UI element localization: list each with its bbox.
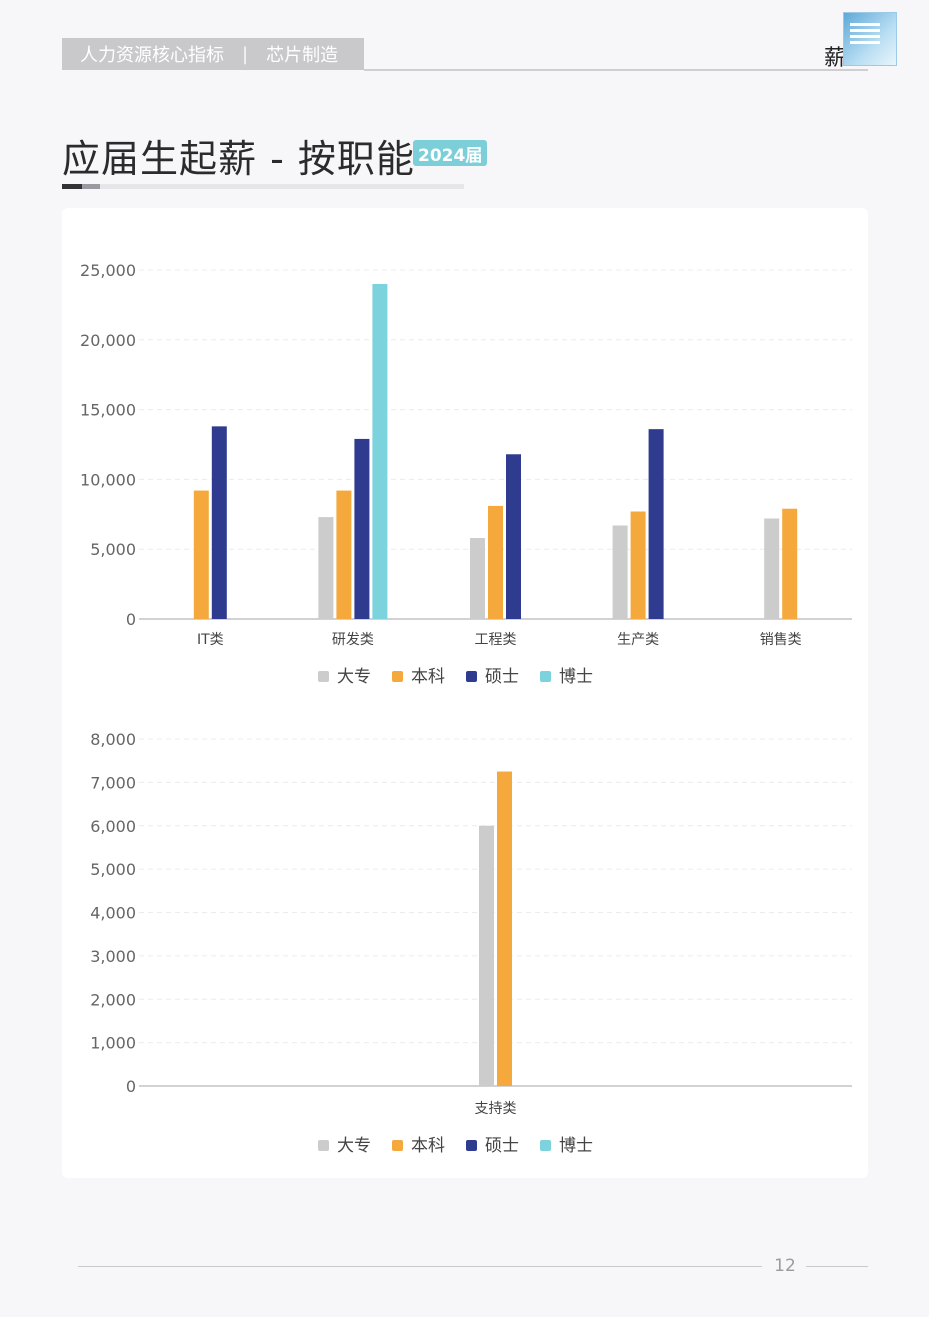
bar-硕士 xyxy=(354,438,370,619)
category-label: 销售类 xyxy=(760,632,802,648)
underline-accent-dark xyxy=(62,184,82,189)
legend-label: 本科 xyxy=(411,1136,445,1156)
report-cover-thumbnail xyxy=(843,12,897,66)
year-badge: 2024届 xyxy=(413,140,488,166)
bar-本科 xyxy=(193,490,209,619)
bar-本科 xyxy=(782,508,798,619)
brand-text: 薪 xyxy=(824,46,847,71)
bar-硕士 xyxy=(506,454,521,619)
y-tick-label: 4,000 xyxy=(90,904,136,923)
chart-card: 0 5,000 10,000 15,000 20,000 25,000 IT类 研发类 工程类 生… xyxy=(62,208,868,1178)
y-tick-label: 20,000 xyxy=(80,331,136,350)
category-label: IT类 xyxy=(197,632,224,648)
legend-swatch-大专 xyxy=(318,1140,329,1151)
salary-chart-by-function: 0 5,000 10,000 15,000 20,000 25,000 IT类 研发类 工程类 生… xyxy=(80,261,852,687)
y-tick-label: 15,000 xyxy=(80,401,136,420)
bar-本科 xyxy=(630,511,646,619)
bar-博士 xyxy=(372,283,388,619)
footer-divider-right xyxy=(806,1266,868,1267)
category-label: 工程类 xyxy=(475,632,517,648)
legend-label: 本科 xyxy=(411,667,445,687)
legend-label: 博士 xyxy=(559,667,593,687)
page-number: 12 xyxy=(774,1256,796,1276)
legend-swatch-大专 xyxy=(318,671,329,682)
legend-swatch-硕士 xyxy=(466,1140,477,1151)
legend-swatch-本科 xyxy=(392,1140,403,1151)
legend-swatch-本科 xyxy=(392,671,403,682)
legend-label: 大专 xyxy=(337,667,371,687)
bar-本科 xyxy=(497,771,512,1086)
bar-本科 xyxy=(336,490,352,619)
header-bar: 人力资源核心指标 | 芯片制造 xyxy=(62,38,364,70)
y-tick-label: 0 xyxy=(126,610,136,629)
legend-label: 博士 xyxy=(559,1136,593,1156)
bar-大专 xyxy=(612,525,628,619)
bar-大专 xyxy=(479,825,494,1086)
category-label: 研发类 xyxy=(332,632,374,648)
bar-大专 xyxy=(318,517,334,619)
header-separator: | xyxy=(242,43,249,65)
legend-label: 硕士 xyxy=(485,667,519,687)
legend-label: 硕士 xyxy=(485,1136,519,1156)
y-tick-label: 8,000 xyxy=(90,730,136,749)
category-label: 生产类 xyxy=(617,632,659,648)
y-tick-label: 6,000 xyxy=(90,817,136,836)
y-tick-label: 5,000 xyxy=(90,540,136,559)
y-tick-label: 3,000 xyxy=(90,947,136,966)
y-tick-label: 5,000 xyxy=(90,860,136,879)
bar-硕士 xyxy=(648,429,664,619)
legend-swatch-博士 xyxy=(540,1140,551,1151)
underline-accent-gray xyxy=(82,184,100,189)
y-tick-label: 0 xyxy=(126,1077,136,1096)
category-label: 支持类 xyxy=(475,1101,517,1117)
title-underline xyxy=(62,184,464,189)
legend-label: 大专 xyxy=(337,1136,371,1156)
bar-硕士 xyxy=(211,426,227,619)
legend-swatch-硕士 xyxy=(466,671,477,682)
bar-大专 xyxy=(470,538,485,619)
y-tick-label: 25,000 xyxy=(80,261,136,280)
footer-divider-left xyxy=(78,1266,762,1267)
salary-chart-support: 0 1,000 2,000 3,000 4,000 5,000 6,000 7,000 8,00… xyxy=(90,730,852,1156)
bar-大专 xyxy=(764,518,780,619)
page-title: 应届生起薪 - 按职能 xyxy=(62,137,415,181)
y-tick-label: 2,000 xyxy=(90,990,136,1009)
y-tick-label: 1,000 xyxy=(90,1034,136,1053)
header-section: 人力资源核心指标 xyxy=(80,45,224,66)
y-tick-label: 10,000 xyxy=(80,470,136,489)
bar-本科 xyxy=(488,505,503,619)
header-divider xyxy=(364,69,868,71)
y-tick-label: 7,000 xyxy=(90,773,136,792)
header-industry: 芯片制造 xyxy=(266,45,339,66)
legend-swatch-博士 xyxy=(540,671,551,682)
